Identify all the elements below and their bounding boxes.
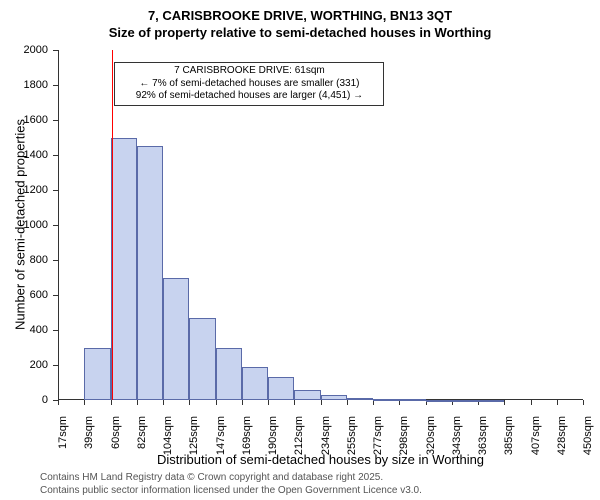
x-tick-label: 407sqm bbox=[530, 416, 542, 466]
x-tick-label: 104sqm bbox=[162, 416, 174, 466]
y-tick-mark bbox=[53, 120, 58, 121]
histogram-bar bbox=[294, 390, 320, 400]
x-tick-label: 147sqm bbox=[215, 416, 227, 466]
x-tick-label: 60sqm bbox=[110, 416, 122, 466]
y-tick-label: 400 bbox=[0, 324, 48, 336]
x-tick-label: 450sqm bbox=[582, 416, 594, 466]
y-tick-mark bbox=[53, 295, 58, 296]
x-tick-label: 190sqm bbox=[267, 416, 279, 466]
histogram-bar bbox=[137, 146, 163, 400]
y-tick-mark bbox=[53, 85, 58, 86]
x-tick-mark bbox=[531, 400, 532, 405]
y-tick-label: 800 bbox=[0, 254, 48, 266]
x-tick-label: 277sqm bbox=[372, 416, 384, 466]
histogram-bar bbox=[399, 399, 425, 401]
x-tick-label: 428sqm bbox=[556, 416, 568, 466]
x-tick-mark bbox=[58, 400, 59, 405]
x-tick-mark bbox=[294, 400, 295, 405]
x-tick-mark bbox=[111, 400, 112, 405]
x-tick-mark bbox=[242, 400, 243, 405]
y-tick-label: 1600 bbox=[0, 114, 48, 126]
y-tick-mark bbox=[53, 225, 58, 226]
x-tick-mark bbox=[268, 400, 269, 405]
x-tick-label: 320sqm bbox=[425, 416, 437, 466]
chart-container: 7, CARISBROOKE DRIVE, WORTHING, BN13 3QT… bbox=[0, 0, 600, 500]
x-tick-label: 125sqm bbox=[188, 416, 200, 466]
x-tick-mark bbox=[163, 400, 164, 405]
x-tick-mark bbox=[583, 400, 584, 405]
y-tick-label: 1400 bbox=[0, 149, 48, 161]
marker-line bbox=[112, 50, 114, 400]
x-tick-mark bbox=[189, 400, 190, 405]
x-tick-label: 343sqm bbox=[451, 416, 463, 466]
x-tick-label: 212sqm bbox=[293, 416, 305, 466]
annotation-line: 7 CARISBROOKE DRIVE: 61sqm bbox=[119, 65, 379, 78]
y-tick-label: 200 bbox=[0, 359, 48, 371]
annotation-line: ← 7% of semi-detached houses are smaller… bbox=[119, 78, 379, 91]
histogram-bar bbox=[373, 399, 399, 401]
x-tick-label: 298sqm bbox=[398, 416, 410, 466]
chart-title-main: 7, CARISBROOKE DRIVE, WORTHING, BN13 3QT bbox=[0, 8, 600, 23]
y-tick-mark bbox=[53, 260, 58, 261]
x-tick-label: 255sqm bbox=[346, 416, 358, 466]
histogram-bar bbox=[347, 398, 373, 400]
x-tick-mark bbox=[347, 400, 348, 405]
annotation-box: 7 CARISBROOKE DRIVE: 61sqm← 7% of semi-d… bbox=[114, 62, 384, 106]
y-tick-label: 2000 bbox=[0, 44, 48, 56]
y-tick-mark bbox=[53, 155, 58, 156]
y-tick-mark bbox=[53, 365, 58, 366]
histogram-bar bbox=[189, 318, 215, 400]
x-tick-label: 363sqm bbox=[477, 416, 489, 466]
y-tick-mark bbox=[53, 330, 58, 331]
histogram-bar bbox=[321, 395, 347, 400]
y-tick-label: 1800 bbox=[0, 79, 48, 91]
x-tick-mark bbox=[216, 400, 217, 405]
x-tick-mark bbox=[557, 400, 558, 405]
histogram-bar bbox=[84, 348, 110, 401]
histogram-bar bbox=[163, 278, 189, 401]
histogram-bar bbox=[242, 367, 268, 400]
footer-line-1: Contains HM Land Registry data © Crown c… bbox=[40, 472, 383, 483]
x-tick-label: 39sqm bbox=[83, 416, 95, 466]
x-tick-label: 82sqm bbox=[136, 416, 148, 466]
footer-line-2: Contains public sector information licen… bbox=[40, 485, 422, 496]
histogram-bar bbox=[426, 400, 452, 402]
x-tick-mark bbox=[504, 400, 505, 405]
histogram-bar bbox=[216, 348, 242, 401]
y-tick-label: 1000 bbox=[0, 219, 48, 231]
annotation-line: 92% of semi-detached houses are larger (… bbox=[119, 90, 379, 103]
x-tick-mark bbox=[321, 400, 322, 405]
y-tick-label: 0 bbox=[0, 394, 48, 406]
histogram-bar bbox=[452, 400, 478, 402]
histogram-bar bbox=[478, 400, 504, 402]
histogram-bar bbox=[268, 377, 294, 400]
x-tick-label: 17sqm bbox=[57, 416, 69, 466]
x-tick-mark bbox=[137, 400, 138, 405]
histogram-bar bbox=[111, 138, 137, 401]
x-tick-mark bbox=[84, 400, 85, 405]
y-tick-label: 600 bbox=[0, 289, 48, 301]
y-tick-label: 1200 bbox=[0, 184, 48, 196]
chart-title-sub: Size of property relative to semi-detach… bbox=[0, 25, 600, 40]
y-tick-mark bbox=[53, 190, 58, 191]
y-tick-mark bbox=[53, 50, 58, 51]
x-tick-label: 169sqm bbox=[241, 416, 253, 466]
x-tick-label: 234sqm bbox=[320, 416, 332, 466]
x-tick-label: 385sqm bbox=[503, 416, 515, 466]
